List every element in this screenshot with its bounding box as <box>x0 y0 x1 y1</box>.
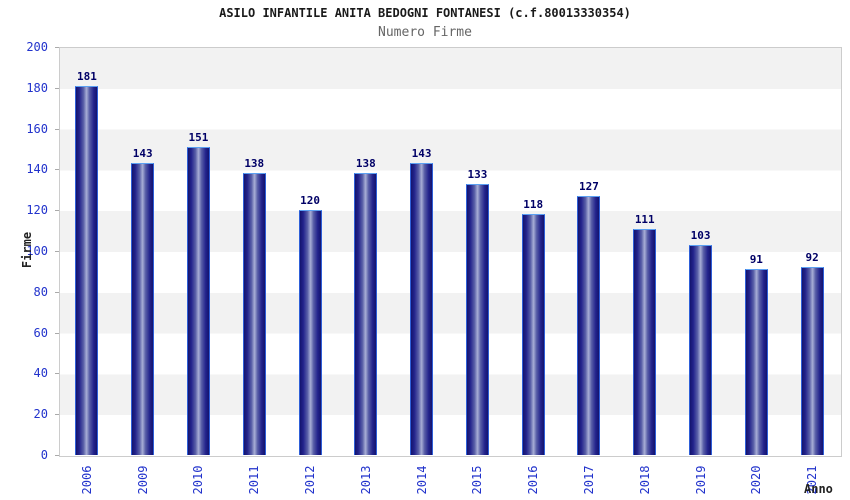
bar-value-label: 111 <box>634 212 655 226</box>
bar <box>744 269 768 455</box>
x-tick-label: 2019 <box>693 465 708 495</box>
chart-subtitle: Numero Firme <box>378 25 472 40</box>
y-tick-mark <box>55 129 59 130</box>
x-tick-label: 2006 <box>79 465 94 495</box>
bar-value-label: 91 <box>749 253 763 267</box>
bar <box>354 173 378 455</box>
bar-value-label: 92 <box>805 251 819 265</box>
bar-value-label: 143 <box>132 147 153 161</box>
y-tick-mark <box>55 169 59 170</box>
plot-area <box>59 47 842 457</box>
bar <box>186 146 210 455</box>
y-tick-label: 0 <box>40 448 48 462</box>
x-tick-label: 2015 <box>470 465 485 495</box>
x-tick-label: 2012 <box>303 465 318 495</box>
bar <box>298 210 322 455</box>
bar-value-label: 143 <box>411 147 432 161</box>
y-tick-label: 200 <box>26 40 48 54</box>
bar <box>521 214 545 455</box>
bar-value-label: 181 <box>76 69 97 83</box>
y-tick-mark <box>55 292 59 293</box>
bar <box>242 173 266 455</box>
bar <box>689 244 713 455</box>
x-tick-label: 2018 <box>637 465 652 495</box>
x-tick-label: 2011 <box>247 465 262 495</box>
y-tick-label: 80 <box>33 284 48 299</box>
x-tick-label: 2017 <box>581 465 596 495</box>
y-tick-label: 120 <box>26 203 48 218</box>
y-axis-title: Firme <box>20 231 34 269</box>
x-tick-label: 2009 <box>135 465 150 495</box>
chart-title: ASILO INFANTILE ANITA BEDOGNI FONTANESI … <box>219 6 631 20</box>
bar-value-label: 103 <box>690 228 711 242</box>
bar <box>75 85 99 455</box>
x-tick-label: 2020 <box>749 465 764 495</box>
y-tick-label: 20 <box>33 407 48 422</box>
y-tick-label: 160 <box>26 121 48 136</box>
x-axis-title: Anno <box>804 482 833 496</box>
y-tick-mark <box>55 47 59 48</box>
y-tick-mark <box>55 373 59 374</box>
x-tick-label: 2016 <box>526 465 541 495</box>
bar <box>633 228 657 455</box>
y-tick-label: 40 <box>33 366 48 381</box>
y-tick-mark <box>55 414 59 415</box>
y-tick-label: 60 <box>33 325 48 340</box>
bar-value-label: 151 <box>188 130 209 144</box>
y-tick-label: 180 <box>26 80 48 95</box>
x-tick-label: 2010 <box>191 465 206 495</box>
bar <box>131 163 155 455</box>
bar-value-label: 120 <box>300 194 320 208</box>
bar <box>800 267 824 455</box>
y-tick-mark <box>55 333 59 334</box>
bar-value-label: 138 <box>355 157 376 171</box>
y-tick-mark <box>55 455 59 456</box>
bar-value-label: 133 <box>467 167 488 181</box>
bar <box>577 195 601 455</box>
y-tick-mark <box>55 88 59 89</box>
y-tick-label: 100 <box>26 244 48 258</box>
bar-value-label: 127 <box>579 179 599 193</box>
y-tick-mark <box>55 210 59 211</box>
bar <box>410 163 434 455</box>
x-tick-label: 2013 <box>358 465 373 495</box>
bar-value-label: 138 <box>244 157 265 171</box>
y-tick-label: 140 <box>26 162 48 177</box>
y-tick-mark <box>55 251 59 252</box>
bar <box>465 183 489 455</box>
x-tick-label: 2014 <box>414 465 429 495</box>
bar-value-label: 118 <box>523 198 544 212</box>
